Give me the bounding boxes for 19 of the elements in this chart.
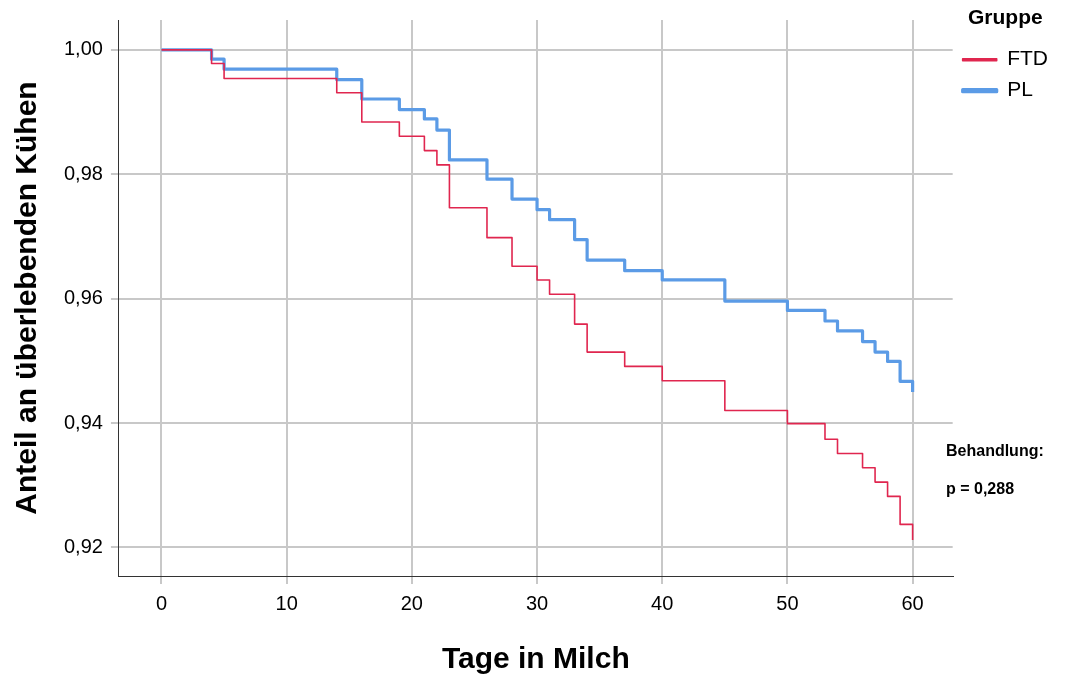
- legend-title: Gruppe: [968, 5, 1043, 29]
- y-tick-label: 0,98: [63, 161, 103, 184]
- y-tick-label: 0,92: [63, 534, 103, 557]
- x-tick-label: 60: [901, 591, 924, 614]
- legend-label: FTD: [1007, 46, 1049, 70]
- annotation: p = 0,288: [946, 479, 1016, 499]
- x-tick-label: 20: [400, 591, 423, 614]
- legend-label: PL: [1007, 77, 1033, 101]
- y-tick-label: 0,94: [63, 410, 103, 433]
- x-axis-title: Tage in Milch: [441, 641, 630, 675]
- x-tick-label: 40: [651, 591, 674, 614]
- y-tick-label: 1,00: [63, 37, 103, 60]
- x-tick-label: 30: [525, 591, 549, 614]
- x-tick-label: 50: [776, 591, 799, 614]
- y-axis-title: Anteil an überlebenden Kühen: [9, 81, 43, 515]
- x-tick-label: 10: [275, 591, 298, 614]
- x-tick-label: 0: [155, 591, 168, 614]
- y-tick-label: 0,96: [63, 286, 103, 309]
- annotation: Behandlung:: [946, 441, 1044, 461]
